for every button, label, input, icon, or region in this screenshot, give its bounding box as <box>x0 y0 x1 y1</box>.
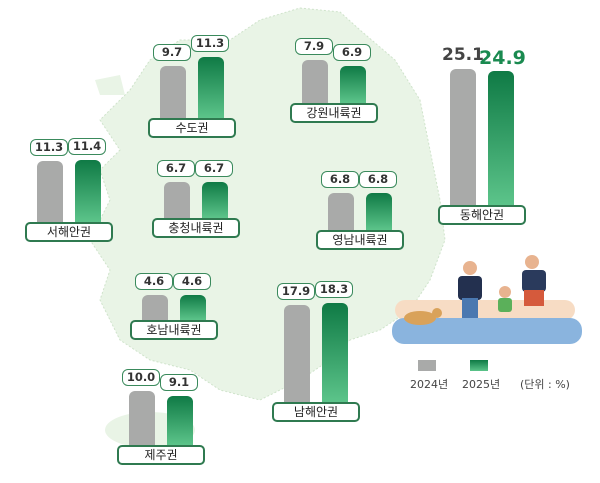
region-label: 서해안권 <box>25 222 113 242</box>
value-label-2024: 11.3 <box>30 138 68 156</box>
value-label-2024: 17.9 <box>277 283 315 301</box>
bar-2025 <box>167 395 193 445</box>
legend-label-2024: 2024년 <box>410 378 449 391</box>
bar-2024 <box>129 391 155 445</box>
bar-2025 <box>340 65 366 103</box>
bar-2025 <box>488 70 514 205</box>
region-label: 충청내륙권 <box>152 218 240 238</box>
value-label-2025: 11.4 <box>68 138 106 156</box>
value-label-2025: 11.3 <box>191 34 229 52</box>
bar-2024 <box>142 295 168 320</box>
value-label-2024: 7.9 <box>295 38 333 56</box>
bar-2024 <box>160 65 186 118</box>
value-label-2025: 6.7 <box>195 159 233 177</box>
value-label-2025: 18.3 <box>315 281 353 299</box>
region-label: 제주권 <box>117 445 205 465</box>
region-label: 수도권 <box>148 118 236 138</box>
bar-2024 <box>450 69 476 205</box>
unit-label: (단위 : %) <box>520 378 570 391</box>
value-label-2025: 9.1 <box>160 373 198 391</box>
bar-2025 <box>322 303 348 402</box>
legend-swatch-2025 <box>470 360 488 371</box>
value-label-2024: 9.7 <box>153 43 191 61</box>
bar-2024 <box>302 60 328 103</box>
bar-2025 <box>180 295 206 320</box>
region-label: 남해안권 <box>272 402 360 422</box>
value-label-2024: 6.8 <box>321 171 359 189</box>
value-label-2025: 24.9 <box>479 46 526 69</box>
value-label-2024: 25.1 <box>442 45 484 66</box>
family-beach-illustration <box>392 255 582 344</box>
value-label-2025: 6.8 <box>359 171 397 189</box>
bar-2024 <box>284 305 310 402</box>
bar-2025 <box>202 181 228 218</box>
bar-2025 <box>366 193 392 230</box>
region-label: 호남내륙권 <box>130 320 218 340</box>
region-label: 동해안권 <box>438 205 526 225</box>
value-label-2025: 6.9 <box>333 43 371 61</box>
value-label-2024: 10.0 <box>122 369 160 386</box>
legend-swatch-2024 <box>418 360 436 371</box>
value-label-2025: 4.6 <box>173 273 211 291</box>
region-label: 강원내륙권 <box>290 103 378 123</box>
bar-2025 <box>198 56 224 118</box>
bar-2024 <box>37 160 63 222</box>
bar-2024 <box>164 181 190 218</box>
region-label: 영남내륙권 <box>316 230 404 250</box>
legend-label-2025: 2025년 <box>462 378 501 391</box>
value-label-2024: 4.6 <box>135 273 173 291</box>
value-label-2024: 6.7 <box>157 159 195 177</box>
legend: 2024년 2025년 (단위 : %) <box>410 360 600 391</box>
bar-2024 <box>328 193 354 230</box>
bar-2025 <box>75 160 101 222</box>
